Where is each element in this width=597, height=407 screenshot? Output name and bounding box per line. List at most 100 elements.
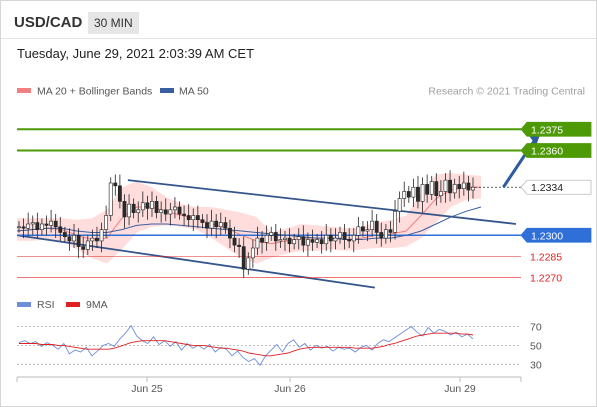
timeframe-badge[interactable]: 30 MIN	[88, 12, 139, 34]
bollinger-bands	[16, 173, 481, 264]
candle-body	[168, 209, 173, 215]
candle-body	[397, 198, 402, 212]
candle-body	[136, 209, 141, 213]
level-label-1.2270: 1.2270	[530, 273, 562, 285]
candle-body	[255, 237, 260, 249]
candle-body	[131, 203, 136, 213]
price-legend: MA 20 + Bollinger Bands MA 50 Research ©…	[17, 86, 585, 98]
candle-body	[237, 244, 242, 247]
channel-lower-line	[16, 234, 375, 289]
rsi-tick-70: 70	[530, 322, 542, 334]
candle-body	[200, 219, 205, 223]
candle-body	[35, 222, 40, 230]
candle-body	[301, 236, 306, 246]
candle-body	[53, 220, 58, 228]
candle-body	[402, 191, 407, 199]
candle-body	[218, 222, 223, 228]
legend-swatch-ma50	[160, 88, 174, 93]
candle-body	[306, 239, 310, 246]
candle-body	[250, 247, 255, 259]
level-tag-1.2300	[520, 227, 592, 243]
candle-body	[438, 191, 443, 197]
x-tick-label: Jun 26	[274, 383, 306, 395]
candle-body	[374, 220, 379, 233]
candle-body	[44, 223, 49, 226]
legend-label-bollinger: MA 20 + Bollinger Bands	[37, 86, 152, 98]
candle-body	[388, 229, 393, 233]
ma50-path	[16, 206, 482, 240]
candle-body	[361, 226, 365, 232]
candle-body	[319, 239, 324, 245]
level-label-1.2334: 1.2334	[531, 182, 563, 194]
chart-header: USD/CAD 30 MIN	[1, 1, 596, 37]
candle-body	[127, 203, 131, 218]
candle-body	[191, 215, 196, 221]
ma50-line	[16, 206, 482, 240]
candle-body	[145, 202, 150, 209]
candle-body	[173, 206, 177, 211]
candle-body	[452, 184, 457, 194]
candle-body	[241, 246, 246, 270]
x-tick-label: Jun 29	[444, 383, 476, 395]
candle-body	[30, 222, 35, 225]
candle-body	[99, 229, 104, 242]
candle-body	[379, 232, 384, 239]
candle-body	[273, 232, 278, 242]
legend-swatch-bollinger	[17, 88, 31, 93]
level-label-1.2300: 1.2300	[531, 230, 563, 242]
candle-body	[434, 181, 439, 197]
candle-body	[310, 239, 315, 243]
candle-body	[411, 186, 416, 198]
candle-body	[150, 201, 154, 209]
candle-body	[338, 232, 342, 239]
candle-body	[177, 206, 182, 215]
legend-swatch-rsi	[17, 302, 31, 307]
candle-body	[420, 184, 425, 202]
candle-body	[246, 257, 251, 270]
candle-body	[292, 239, 297, 245]
level-tag-1.2375	[520, 121, 592, 137]
candle-body	[365, 229, 370, 232]
candle-body	[333, 237, 338, 242]
candle-body	[228, 227, 232, 239]
candle-body	[342, 232, 347, 240]
candle-body	[104, 215, 109, 230]
rsi-legend: RSI 9MA	[17, 299, 108, 311]
candle-body	[356, 226, 361, 236]
candle-body	[269, 232, 274, 236]
rsi-series-9ma	[19, 332, 474, 357]
candle-body	[81, 246, 86, 250]
x-axis: Jun 25 Jun 26 Jun 29	[16, 376, 522, 395]
candle-body	[154, 201, 159, 213]
candle-body	[58, 226, 63, 233]
candle-body	[425, 184, 430, 195]
candle-body	[448, 179, 452, 194]
candle-body	[351, 234, 356, 242]
candle-body	[406, 191, 411, 198]
candle-body	[122, 201, 127, 218]
candle-body	[260, 237, 264, 243]
candle-body	[370, 220, 375, 230]
candle-body	[186, 215, 191, 221]
candle-body	[214, 220, 219, 228]
x-tick-label: Jun 25	[131, 383, 163, 395]
candle-body	[67, 236, 72, 242]
level-tag-1.2334	[520, 179, 592, 195]
rsi-panel: 70 50 30	[17, 322, 542, 371]
candle-body	[429, 181, 434, 195]
candle-body	[296, 236, 301, 240]
candle-body	[40, 223, 44, 230]
forecast-arrow	[502, 131, 542, 189]
candle-body	[232, 237, 237, 246]
candlesticks	[17, 170, 475, 278]
legend-swatch-9ma	[66, 302, 80, 307]
level-label-1.2375: 1.2375	[531, 124, 563, 136]
candle-body	[72, 234, 76, 242]
candle-body	[85, 240, 90, 250]
candle-body	[264, 234, 269, 243]
candle-body	[76, 234, 81, 247]
candle-body	[328, 234, 333, 242]
candle-body	[140, 202, 145, 211]
